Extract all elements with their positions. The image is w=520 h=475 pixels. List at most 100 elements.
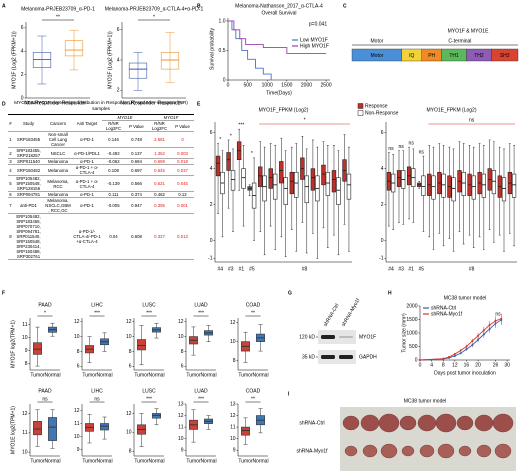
table-cell: α-PD-1 xyxy=(72,131,102,149)
table-cell: 0.697 xyxy=(125,164,149,177)
panel-label: H xyxy=(388,290,392,296)
chart-title: LUAD xyxy=(194,388,208,394)
x-tick-label: #4 xyxy=(217,266,223,272)
tumor xyxy=(401,445,415,457)
box xyxy=(321,164,326,186)
annotation: ns xyxy=(495,311,501,317)
box xyxy=(226,152,231,171)
chart-title: MYO1E_FPKM (Log2) xyxy=(426,107,476,113)
panel-label: D xyxy=(2,101,6,107)
x-tick-label: 2500 xyxy=(321,82,332,88)
point xyxy=(482,329,485,332)
y-tick-label: 0 xyxy=(21,95,24,101)
table-row: 5 ERP105482, SRP150548, SRP128156 Melanoma… xyxy=(8,175,195,193)
point xyxy=(488,323,491,326)
y-tick-label: 12 xyxy=(22,411,28,417)
table-cell: 7 xyxy=(8,197,13,215)
chart-title: MC38 tumor model xyxy=(444,295,487,301)
y-tick-label: 12 xyxy=(74,408,80,414)
band xyxy=(339,355,353,359)
chart-title: PAAD xyxy=(38,302,52,308)
box xyxy=(128,62,148,79)
y-tick-label: 9 xyxy=(25,348,28,354)
y-tick-label: 11 xyxy=(230,424,235,430)
significance: * xyxy=(304,117,306,123)
box xyxy=(160,52,180,70)
x-tick-label: Non-Responder xyxy=(24,100,60,106)
box xyxy=(304,175,309,204)
significance: ns xyxy=(398,144,404,150)
table-cell: anti-PD1 xyxy=(13,197,44,215)
box xyxy=(451,177,456,202)
table-cell: 0.374 xyxy=(125,191,149,199)
domain-label: TH1 xyxy=(449,53,459,59)
chart-title: PAAD xyxy=(38,388,52,394)
significance: *** xyxy=(94,310,100,316)
point xyxy=(459,352,462,355)
y-tick-label: 11 xyxy=(74,421,79,427)
tumor xyxy=(458,445,472,457)
table-cell: Melanoma xyxy=(44,158,72,166)
table-cell: 0.146 xyxy=(102,131,125,149)
table: # Study Cancers Anti Target MYO1E MYO1F R/NR L… xyxy=(8,114,195,261)
y-tick-label: 6 xyxy=(77,364,80,370)
table-cell: α-PD-1 xyxy=(72,197,102,215)
y-tick-label: 6 xyxy=(210,130,213,136)
y-tick-label: 4 xyxy=(210,166,213,172)
y-tick-label: 10 xyxy=(74,434,80,440)
chart-title: MYO1F_FPKM (Log2) xyxy=(259,107,309,113)
row-label: shRNA-Myo1f xyxy=(296,448,328,454)
table-cell: 0.04 xyxy=(102,213,125,261)
y-tick-label: 13 xyxy=(178,401,184,407)
chart-title: LUSC xyxy=(142,388,156,394)
x-tick-label: 30 xyxy=(504,362,510,368)
table-cell: 1.362 xyxy=(148,147,172,160)
significance: * xyxy=(230,133,232,139)
box xyxy=(272,173,278,200)
box xyxy=(33,342,42,355)
tumor xyxy=(435,413,457,433)
x-tick-label: 2000 xyxy=(301,82,312,88)
box xyxy=(241,168,246,189)
box xyxy=(421,175,426,196)
lane-label: shRNA-Myo1f xyxy=(341,297,362,327)
y-tick-label: 2 xyxy=(117,88,120,94)
box xyxy=(336,177,341,205)
table-cell: 3 xyxy=(8,158,13,166)
box xyxy=(289,171,295,195)
chart-title: LIHC xyxy=(91,302,103,308)
y-tick-label: -1 xyxy=(208,256,213,262)
x-tick-label: Normal xyxy=(148,458,164,464)
y-tick-label: 0 xyxy=(381,238,384,244)
domain xyxy=(491,48,519,62)
photo-title: MC38 tumor model xyxy=(404,398,447,404)
table-cell: 0.045 xyxy=(171,175,195,193)
x-tick-label: Normal xyxy=(96,372,112,378)
blot-membrane xyxy=(318,330,356,344)
x-tick-label: Tumor xyxy=(186,458,201,464)
panel-label: G xyxy=(288,290,292,296)
table-row: 6 SRP094781 Melanoma α-PD-1 0.111 0.374 0.462 0… xyxy=(8,191,195,199)
box xyxy=(262,175,267,202)
x-tick-label: Tumor xyxy=(238,372,253,378)
x-tick-label: #5 xyxy=(249,266,255,272)
y-tick-label: 2 xyxy=(381,202,384,208)
table-row: 2 SRP183455, SRP218257 NSCLC α-PD-1/PDL1 -0.… xyxy=(8,147,195,160)
y-tick-label: 0 xyxy=(210,238,213,244)
table-cell: ERP105482, SRP150548, SRP128156 xyxy=(13,175,44,193)
tumor xyxy=(417,414,437,432)
y-tick-label: 10 xyxy=(126,334,132,340)
table-cell: -0.492 xyxy=(102,147,125,160)
y-tick-label: 10 xyxy=(230,436,236,442)
significance: * xyxy=(219,137,221,143)
blot-membrane xyxy=(318,350,356,364)
box xyxy=(64,40,84,57)
chart-title: LUSC xyxy=(142,302,156,308)
header-cell: Anti Target xyxy=(72,114,102,133)
y-tick-label: 9 xyxy=(181,448,184,454)
y-tick-label: 12 xyxy=(230,413,236,419)
significance: ns xyxy=(409,140,415,146)
x-tick-label: 0 xyxy=(419,362,422,368)
